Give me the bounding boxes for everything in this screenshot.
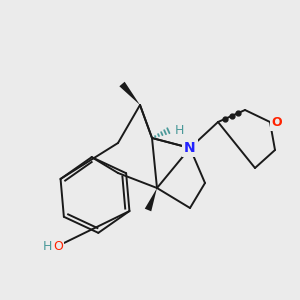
Text: H: H <box>174 124 184 136</box>
Text: O: O <box>272 116 282 130</box>
Text: O: O <box>53 239 63 253</box>
Polygon shape <box>119 82 140 105</box>
Text: H: H <box>42 239 52 253</box>
Text: N: N <box>184 141 196 155</box>
Polygon shape <box>145 188 157 211</box>
